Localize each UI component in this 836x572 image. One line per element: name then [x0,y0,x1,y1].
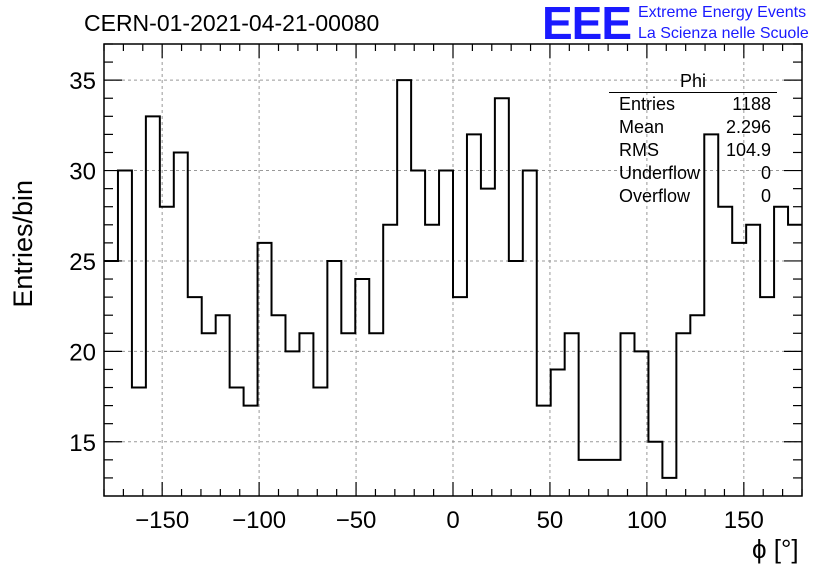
brand-line-1: Extreme Energy Events [638,4,807,21]
histogram-series-line [104,79,802,479]
x-tick-label: −100 [232,507,286,534]
x-tick-label: 50 [537,507,564,534]
stats-value: 2.296 [725,117,771,137]
stats-value: 0 [760,163,771,183]
stats-row-underflow: Underflow 0 [609,162,777,185]
stats-value: 0 [760,186,771,206]
stats-row-mean: Mean 2.296 [609,116,777,139]
stats-title: Phi [609,70,777,93]
y-tick-label: 20 [69,339,96,366]
stats-label: Entries [619,94,676,114]
stats-row-rms: RMS 104.9 [609,139,777,162]
stats-row-entries: Entries 1188 [609,93,777,116]
stats-label: Overflow [619,186,691,206]
chart-title: CERN-01-2021-04-21-00080 [84,10,380,36]
stats-label: RMS [619,140,659,160]
y-axis-label: Entries/bin [8,180,38,308]
x-tick-label: 100 [627,507,667,534]
stats-row-overflow: Overflow 0 [609,185,777,208]
stats-value: 1188 [732,94,771,114]
y-tick-label: 25 [69,249,96,276]
y-tick-label: 35 [69,68,96,95]
stats-box: Phi Entries 1188 Mean 2.296 RMS 104.9 Un… [609,70,777,208]
y-tick-label: 30 [69,159,96,186]
brand-line-2: La Scienza nelle Scuole [638,25,809,42]
x-tick-label: 0 [446,507,459,534]
x-axis-label: ϕ [°] [752,534,799,564]
x-tick-label: −150 [135,507,189,534]
x-tick-label: −50 [336,507,377,534]
stats-value: 104.9 [725,140,771,160]
eee-logo: EEE [542,0,632,49]
stats-label: Underflow [619,163,701,183]
stats-label: Mean [619,117,665,137]
y-tick-label: 15 [69,430,96,457]
x-tick-label: 150 [724,507,764,534]
